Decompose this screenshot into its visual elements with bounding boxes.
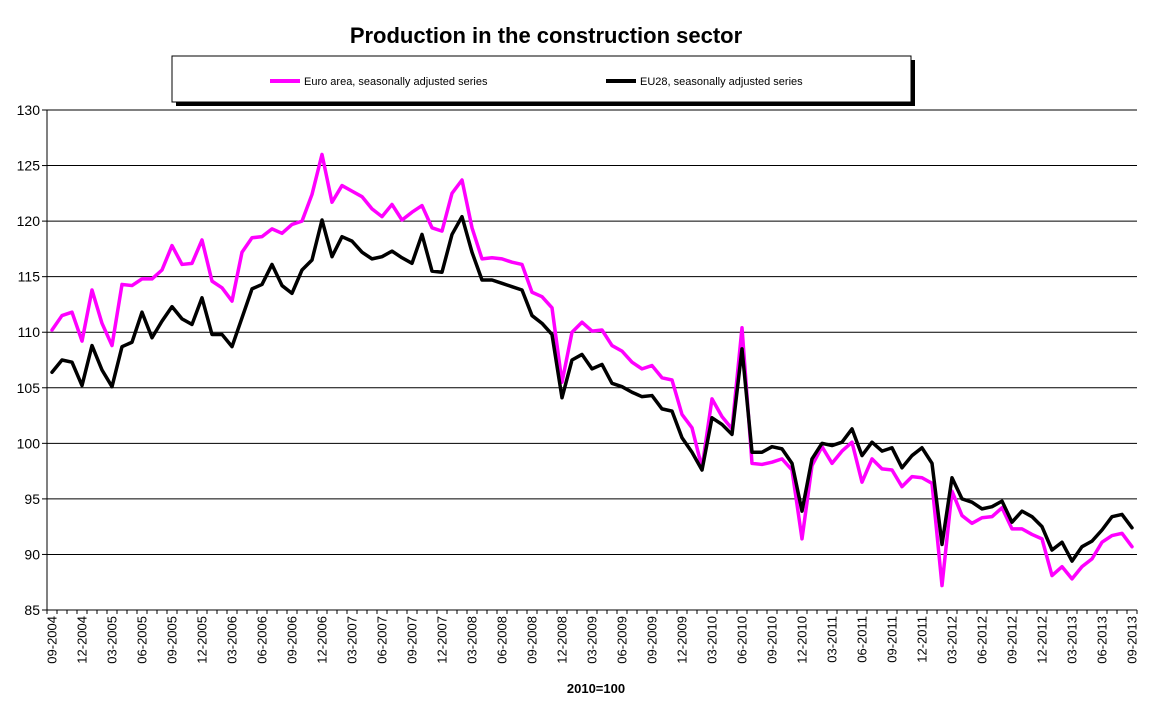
- x-tick-label: 09-2005: [165, 616, 180, 664]
- x-tick-label: 03-2006: [225, 616, 240, 664]
- x-tick-label: 09-2012: [1005, 616, 1020, 664]
- x-axis-ticks: 09-2004 12-2004 03-2005 06-2005 09-2005 12-20…: [45, 610, 1140, 664]
- series-line-euro-area: [50, 152, 1134, 588]
- y-tick-label: 100: [17, 435, 41, 451]
- x-tick-label: 12-2007: [435, 616, 450, 664]
- y-tick-label: 110: [18, 324, 41, 340]
- x-tick-label: 03-2011: [825, 616, 840, 663]
- x-axis-label: 2010=100: [567, 681, 625, 696]
- y-tick-label: 85: [24, 602, 40, 618]
- legend: Euro area, seasonally adjusted series EU…: [171, 55, 915, 106]
- x-tick-label: 06-2006: [255, 616, 270, 664]
- x-tick-label: 03-2008: [465, 616, 480, 664]
- x-tick-label: 09-2006: [285, 616, 300, 664]
- x-tick-label: 12-2008: [555, 616, 570, 664]
- series-layer: [50, 152, 1134, 588]
- x-tick-label: 06-2005: [135, 616, 150, 664]
- x-tick-label: 09-2009: [645, 616, 660, 664]
- x-tick-label: 12-2010: [795, 616, 810, 664]
- y-tick-label: 105: [17, 380, 41, 396]
- x-tick-label: 06-2009: [615, 616, 630, 664]
- y-tick-label: 125: [17, 158, 41, 174]
- x-tick-label: 03-2013: [1065, 616, 1080, 664]
- x-tick-label: 12-2004: [75, 616, 90, 664]
- legend-label-euro-area: Euro area, seasonally adjusted series: [304, 76, 488, 88]
- x-tick-label: 03-2007: [345, 616, 360, 664]
- x-tick-label: 03-2005: [105, 616, 120, 664]
- x-tick-label: 06-2011: [855, 616, 870, 663]
- y-tick-label: 130: [17, 102, 41, 118]
- y-tick-label: 95: [24, 491, 40, 507]
- x-tick-label: 06-2010: [735, 616, 750, 664]
- x-tick-label: 09-2007: [405, 616, 420, 664]
- x-tick-label: 12-2006: [315, 616, 330, 664]
- x-tick-label: 06-2008: [495, 616, 510, 664]
- x-tick-label: 03-2010: [705, 616, 720, 664]
- y-axis-ticks: 85 90 95 100 105 110 115 120 125 130: [17, 102, 47, 618]
- x-tick-label: 09-2010: [765, 616, 780, 664]
- y-tick-label: 115: [18, 269, 41, 285]
- chart-title: Production in the construction sector: [350, 23, 743, 48]
- y-tick-label: 90: [24, 546, 40, 562]
- x-tick-label: 03-2009: [585, 616, 600, 664]
- x-tick-label: 03-2012: [945, 616, 960, 664]
- x-tick-label: 12-2009: [675, 616, 690, 664]
- x-tick-label: 06-2012: [975, 616, 990, 664]
- y-tick-label: 120: [17, 213, 41, 229]
- x-tick-label: 06-2007: [375, 616, 390, 664]
- legend-label-eu28: EU28, seasonally adjusted series: [640, 76, 803, 88]
- x-tick-label: 06-2013: [1095, 616, 1110, 664]
- x-tick-label: 12-2005: [195, 616, 210, 664]
- x-tick-label: 12-2011: [915, 616, 930, 663]
- x-tick-label: 09-2011: [885, 616, 900, 663]
- x-tick-label: 09-2013: [1125, 616, 1140, 664]
- x-tick-label: 09-2008: [525, 616, 540, 664]
- series-line-eu28: [50, 214, 1134, 563]
- x-tick-label: 12-2012: [1035, 616, 1050, 664]
- axes: [46, 110, 1137, 611]
- x-tick-label: 09-2004: [45, 616, 60, 664]
